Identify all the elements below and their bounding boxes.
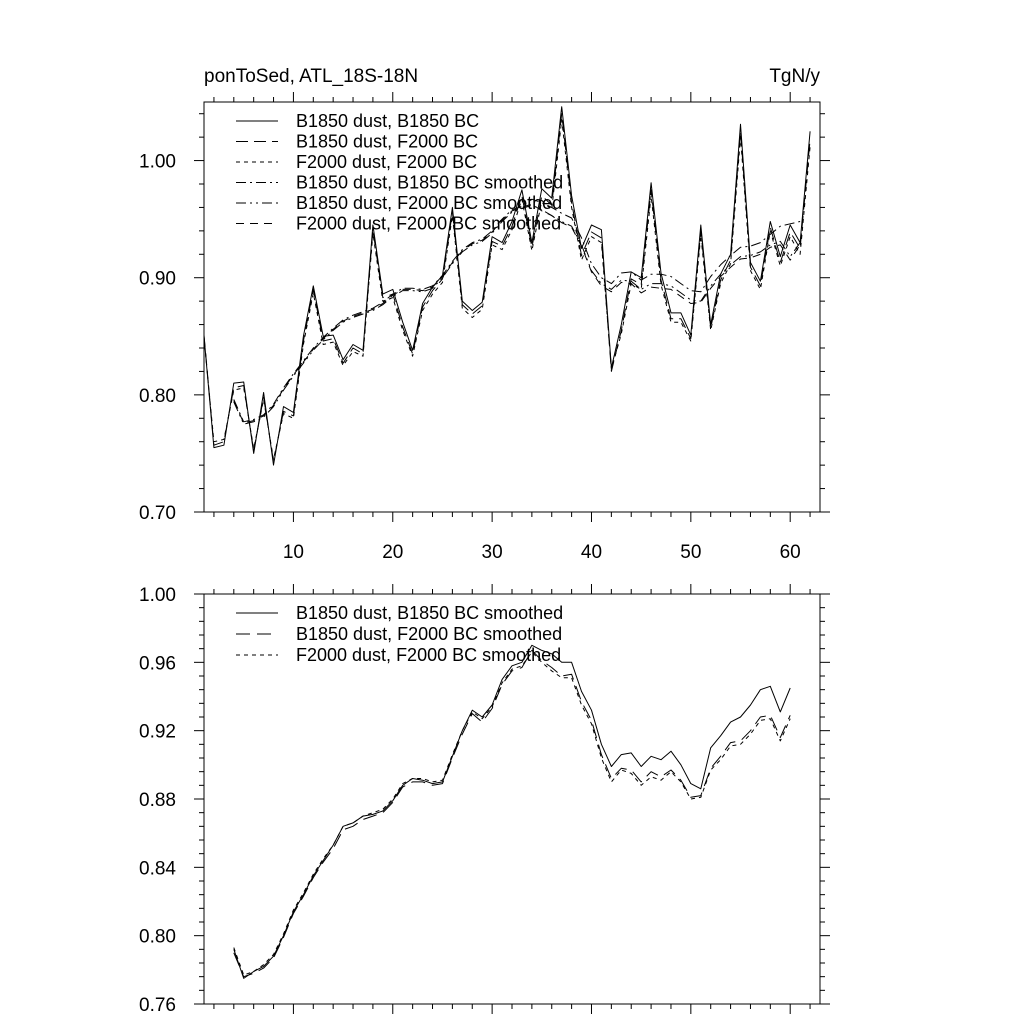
legend-label: B1850 dust, F2000 BC smoothed: [296, 193, 562, 213]
plot-frame: [203, 101, 821, 513]
units-label: TgN/y: [769, 66, 820, 87]
legend-label: B1850 dust, F2000 BC smoothed: [296, 624, 562, 644]
axis-ticks: [194, 92, 830, 522]
series-line-5: [233, 204, 801, 425]
y-tick-label: 0.84: [139, 858, 176, 879]
series-line-3: [203, 119, 811, 460]
y-tick-label: 1.00: [139, 585, 176, 606]
x-tick-label: 40: [581, 542, 602, 563]
y-tick-label: 0.88: [139, 790, 176, 811]
series-group: [203, 106, 811, 466]
series-line-3: [233, 651, 791, 976]
axis-ticks: [194, 584, 830, 1014]
x-tick-label: 60: [780, 542, 801, 563]
legend-label: B1850 dust, B1850 BC smoothed: [296, 603, 563, 623]
legend-label: F2000 dust, F2000 BC: [296, 152, 477, 172]
top-panel: ponToSed, ATL_18S-18N TgN/y B1850 dust, …: [139, 66, 830, 563]
chart-title: ponToSed, ATL_18S-18N: [204, 66, 418, 87]
series-line-2: [233, 649, 791, 978]
legend-label: B1850 dust, B1850 BC: [296, 111, 479, 131]
x-tick-label: 10: [283, 542, 304, 563]
legend-label: F2000 dust, F2000 BC smoothed: [296, 645, 561, 665]
y-tick-label: 0.96: [139, 653, 176, 674]
series-line-2: [203, 113, 811, 463]
x-tick-label: 20: [382, 542, 403, 563]
tick-labels: 0.76 0.80 0.84 0.88 0.92 0.96 1.00: [139, 585, 176, 1016]
x-tick-label: 50: [680, 542, 701, 563]
y-tick-label: 1.00: [139, 152, 176, 173]
series-line-6: [233, 203, 801, 424]
plot-frame: [203, 593, 821, 1005]
y-tick-label: 0.80: [139, 386, 176, 407]
y-tick-label: 0.80: [139, 927, 176, 948]
y-tick-label: 0.70: [139, 503, 176, 524]
y-tick-label: 0.90: [139, 269, 176, 290]
legend-label: B1850 dust, F2000 BC: [296, 132, 478, 152]
y-tick-label: 0.92: [139, 722, 176, 743]
series-group: [233, 644, 791, 979]
x-tick-label: 30: [482, 542, 503, 563]
legend-label: F2000 dust, F2000 BC smoothed: [296, 214, 561, 234]
legend-label: B1850 dust, B1850 BC smoothed: [296, 173, 563, 193]
series-line-4: [233, 198, 801, 423]
tick-labels: 10 20 30 40 50 60 0.70 0.80 0.90 1.00: [139, 152, 801, 563]
y-tick-label: 0.76: [139, 995, 176, 1016]
series-line-1: [233, 644, 791, 979]
